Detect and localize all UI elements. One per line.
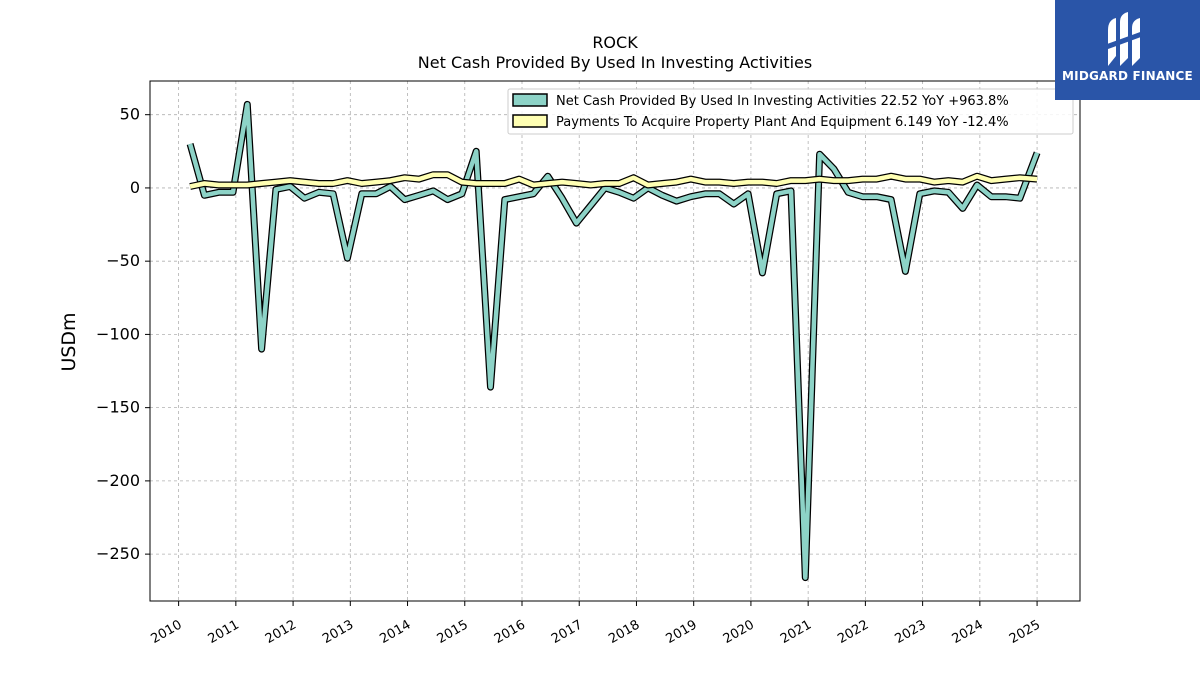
plot-frame bbox=[149, 80, 1081, 602]
legend-box bbox=[507, 88, 1074, 135]
y-tick-label: −250 bbox=[96, 544, 140, 563]
x-tick-label: 2018 bbox=[606, 617, 642, 647]
legend-swatch-capex bbox=[512, 114, 548, 128]
x-tick-label: 2024 bbox=[950, 617, 986, 647]
series-lines bbox=[186, 100, 1041, 582]
legend: Net Cash Provided By Used In Investing A… bbox=[507, 88, 1074, 135]
x-tick-label: 2017 bbox=[549, 617, 585, 647]
y-tick-label: −50 bbox=[106, 251, 140, 270]
y-tick-label: 0 bbox=[130, 178, 140, 197]
x-tick-label: 2019 bbox=[664, 617, 700, 647]
x-tick-label: 2025 bbox=[1007, 617, 1043, 647]
chart-subtitle: Net Cash Provided By Used In Investing A… bbox=[418, 53, 812, 72]
logo-mark-icon bbox=[1106, 12, 1142, 66]
x-tick-label: 2010 bbox=[148, 617, 184, 647]
chart-title: ROCK bbox=[592, 33, 638, 52]
series-line-0 bbox=[187, 102, 1040, 580]
x-tick-label: 2012 bbox=[263, 617, 299, 647]
legend-label-net-cash: Net Cash Provided By Used In Investing A… bbox=[556, 94, 1009, 109]
y-axis-label: USDm bbox=[58, 312, 80, 371]
series-outline-0 bbox=[186, 100, 1041, 582]
legend-label-capex: Payments To Acquire Property Plant And E… bbox=[556, 115, 1009, 130]
x-tick-label: 2015 bbox=[435, 617, 471, 647]
y-tick-label: −200 bbox=[96, 471, 140, 490]
x-tick-label: 2013 bbox=[320, 617, 356, 647]
y-tick-label: −150 bbox=[96, 398, 140, 417]
grid bbox=[150, 81, 1080, 601]
y-tick-label: −100 bbox=[96, 324, 140, 343]
x-tick-label: 2016 bbox=[492, 617, 528, 647]
x-tick-label: 2021 bbox=[778, 617, 814, 647]
x-tick-label: 2020 bbox=[721, 617, 757, 647]
y-axis-ticks: 50 0 −50 −100 −150 −200 −250 bbox=[96, 105, 150, 563]
x-axis-ticks: 2010 2011 2012 2013 2014 2015 2016 2017 2018 2019… bbox=[148, 601, 1043, 647]
legend-swatch-net-cash bbox=[512, 93, 548, 107]
y-tick-label: 50 bbox=[120, 105, 140, 124]
midgard-finance-logo: MIDGARD FINANCE bbox=[1055, 0, 1200, 100]
x-tick-label: 2022 bbox=[835, 617, 871, 647]
x-tick-label: 2023 bbox=[892, 617, 928, 647]
x-tick-label: 2014 bbox=[377, 617, 413, 647]
x-tick-label: 2011 bbox=[206, 617, 242, 647]
logo-text: MIDGARD FINANCE bbox=[1062, 69, 1193, 83]
series-line-1 bbox=[189, 172, 1038, 189]
